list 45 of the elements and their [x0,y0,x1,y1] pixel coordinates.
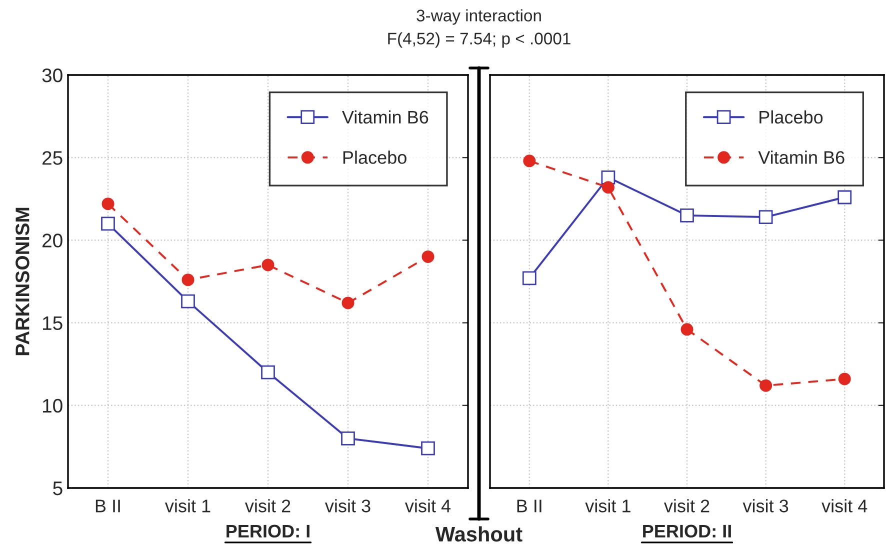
point [102,198,114,210]
x-tick-label: visit 3 [324,499,370,512]
x-tick-label: visit 2 [244,499,290,512]
point [522,271,536,286]
point [262,258,274,272]
y-tick-label: 30 [42,68,62,82]
point [758,210,773,224]
x-tick-label: B II [517,500,542,512]
x-tick-label: visit 2 [664,499,710,512]
x-tick-label: visit 3 [742,499,788,512]
y-tick-label: 10 [42,398,62,413]
point [182,274,194,286]
x-axis-title: PERIOD: I [226,524,310,538]
point [602,181,614,194]
point [523,154,536,168]
point [342,296,354,310]
y-tick-label: 25 [42,151,62,165]
point [421,441,435,456]
point [261,365,275,380]
point [838,190,852,204]
legend-label: Placebo [343,150,406,164]
legend-label: Vitamin B6 [758,150,844,164]
chart-title: 3-way interaction [416,9,541,25]
y-axis-title: PARKINSONISM [16,208,30,356]
point [838,372,851,386]
x-tick-label: visit 4 [404,499,451,512]
y-tick-label: 5 [53,482,62,496]
x-tick-label: visit 1 [164,499,210,512]
text: Washout [435,526,522,542]
x-tick-label: visit 1 [585,499,630,512]
x-tick-label: B II [96,500,120,512]
y-tick-label: 15 [42,316,62,330]
x-axis-title: PERIOD: II [643,524,731,538]
chart-subtitle: F(4,52) = 7.54; p < .0001 [388,32,570,48]
point [680,208,694,222]
point [101,216,115,231]
legend-label: Placebo [760,110,823,124]
point [341,431,355,446]
point [760,379,772,392]
point [680,323,694,336]
point [422,250,434,263]
point [181,294,195,308]
y-tick-label: 20 [42,234,62,248]
legend-label: Vitamin B6 [342,110,428,124]
x-tick-label: visit 4 [822,499,868,512]
